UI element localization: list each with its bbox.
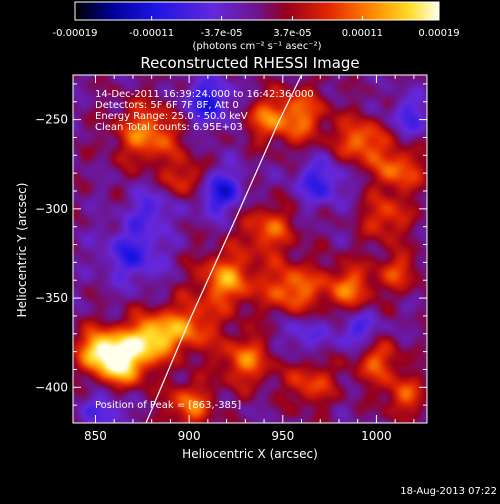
y-tick-label: −350 <box>35 291 68 305</box>
colorbar-gradient <box>75 2 439 20</box>
plot-timestamp: 18-Aug-2013 07:22 <box>400 486 497 497</box>
heatmap-image <box>73 75 427 423</box>
info-annotations: 14-Dec-2011 16:39:24.000 to 16:42:36.000… <box>95 89 314 411</box>
y-axis-label: Heliocentric Y (arcsec) <box>15 183 29 318</box>
x-tick-label: 1000 <box>361 429 392 443</box>
colorbar: -0.00019 -0.00011 -3.7e-05 3.7e-05 0.00011 0.… <box>53 1 460 52</box>
x-axis-label: Heliocentric X (arcsec) <box>182 447 318 461</box>
colorbar-units-label: (photons cm⁻² s⁻¹ asec⁻²) <box>192 41 321 52</box>
y-tick-label: −400 <box>35 380 68 394</box>
annotation-time-range: 14-Dec-2011 16:39:24.000 to 16:42:36.000 <box>95 89 314 100</box>
colorbar-tick-label: 0.00019 <box>418 28 459 39</box>
y-tick-label: −250 <box>35 113 68 127</box>
colorbar-tick-label: 3.7e-05 <box>273 28 311 39</box>
solar-limb-line <box>145 75 303 423</box>
colorbar-tick-label: -3.7e-05 <box>201 28 243 39</box>
colorbar-tick-label: -0.00011 <box>129 28 174 39</box>
x-tick-label: 900 <box>178 429 201 443</box>
colorbar-tick-label: -0.00019 <box>53 28 98 39</box>
annotation-energy-range: Energy Range: 25.0 - 50.0 keV <box>95 111 248 122</box>
colorbar-tick-label: 0.00011 <box>342 28 383 39</box>
annotation-algorithm: Clean Total counts: 6.95E+03 <box>95 122 243 133</box>
axis-ticks: 850 900 950 1000 −400 −350 −300 −250 <box>35 75 427 443</box>
colorbar-ticks: -0.00019 -0.00011 -3.7e-05 3.7e-05 0.00011 0.… <box>53 16 460 39</box>
chart-title: Reconstructed RHESSI Image <box>140 54 359 72</box>
x-tick-label: 850 <box>84 429 107 443</box>
annotation-peak-position: Position of Peak = [863,-385] <box>95 400 241 411</box>
plot-frame <box>72 74 428 424</box>
x-tick-label: 950 <box>271 429 294 443</box>
colorbar-frame <box>74 1 440 21</box>
plot-area <box>73 75 427 423</box>
annotation-detectors: Detectors: 5F 6F 7F 8F, Att 0 <box>95 100 239 111</box>
y-tick-label: −300 <box>35 202 68 216</box>
